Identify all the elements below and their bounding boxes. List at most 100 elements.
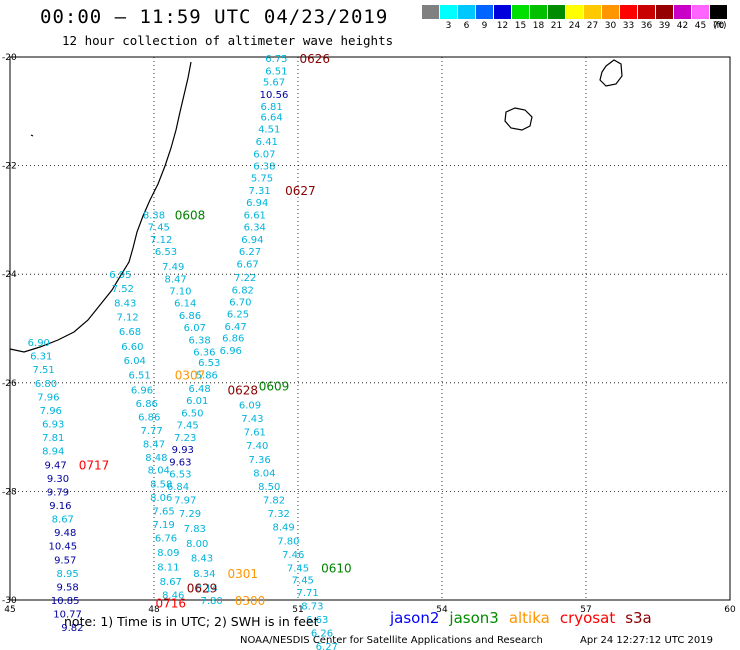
legend-label: 3: [445, 21, 452, 31]
wave-height-value: 7.43: [241, 414, 263, 425]
wave-height-value: 6.04: [124, 356, 146, 367]
legend-label: 12: [496, 21, 509, 31]
wave-height-value: 7.83: [184, 524, 206, 535]
wave-height-value: 8.38: [143, 210, 165, 221]
wave-height-value: 8.67: [52, 515, 74, 526]
madagascar-coastline: [9, 61, 192, 353]
wave-height-value: 6.36: [193, 347, 215, 358]
wave-height-value: 8.00: [186, 539, 208, 550]
wave-height-value: 6.86: [179, 311, 201, 322]
wave-height-value: 8.47: [143, 440, 165, 451]
pass-time-label: 0609: [259, 380, 290, 394]
wave-height-value: 6.31: [30, 352, 52, 363]
legend-swatch: [620, 5, 637, 19]
pass-time-labels: 0626 0627 0608 0307 0628 0609 0717 0610 0301 0629…: [79, 52, 352, 611]
legend-swatch: [512, 5, 529, 19]
wave-height-value: 6.94: [246, 198, 268, 209]
wave-height-value: 7.22: [234, 273, 256, 284]
wave-height-value: 7.71: [296, 588, 318, 599]
wave-height-value: 6.27: [239, 247, 261, 258]
legend-swatch: [440, 5, 457, 19]
wave-height-value: 7.32: [268, 509, 290, 520]
wave-height-value: 7.45: [176, 421, 198, 432]
axis-ticks: 45 48 51 54 57 60 -20 -22 -24 -26 -28 -30: [2, 53, 736, 615]
wave-height-value: 7.80: [277, 536, 299, 547]
legend-label: 6: [463, 21, 470, 31]
legend-swatch: [656, 5, 673, 19]
pass-time-label: 0717: [79, 458, 110, 472]
wave-height-value: 7.45: [292, 575, 314, 586]
wave-height-value: 8.43: [114, 298, 136, 309]
wave-height-value: 6.86: [222, 334, 244, 345]
wave-height-value: 6.64: [260, 113, 282, 124]
wave-height-value: 6.86: [136, 399, 158, 410]
wave-height-value: 6.61: [244, 210, 266, 221]
legend-label: 39: [658, 21, 671, 31]
wave-height-value: 6.84: [167, 482, 189, 493]
wave-height-value: 8.06: [150, 493, 172, 504]
wave-height-value: 8.11: [157, 562, 179, 573]
wave-height-legend: 3 6 9 12 15 18 21 24 27 30 33 36 39 42 45 70 (ft): [422, 5, 728, 35]
wave-height-value: 6.96: [220, 346, 242, 357]
wave-height-value: 6.38: [188, 335, 210, 346]
wave-height-value: 6.82: [232, 285, 254, 296]
wave-height-value: 7.80: [200, 596, 222, 607]
legend-label: 9: [481, 21, 488, 31]
lat-tick-label: -20: [2, 53, 17, 63]
wave-height-value: 4.51: [258, 125, 280, 136]
wave-height-value: 9.79: [47, 487, 69, 498]
wave-height-value: 8.49: [272, 523, 294, 534]
lon-tick-label: 45: [4, 605, 15, 615]
legend-label: 70: [712, 21, 725, 31]
wave-height-value: 8.04: [148, 466, 170, 477]
wave-height-value: 9.47: [44, 460, 66, 471]
wave-height-value: 8.34: [193, 569, 215, 580]
wave-height-value: 7.96: [37, 392, 59, 403]
legend-unit: (ft): [713, 21, 727, 31]
wave-height-value: 6.07: [184, 323, 206, 334]
wave-height-value: 8.48: [145, 453, 167, 464]
legend-label: 33: [622, 21, 635, 31]
legend-swatch: [530, 5, 547, 19]
wave-height-value: 8.46: [162, 591, 184, 602]
reunion-island: [504, 107, 533, 131]
wave-height-value: 10.77: [53, 610, 82, 621]
pass-time-label: 0626: [300, 52, 331, 66]
legend-swatch: [566, 5, 583, 19]
legend-swatch: [422, 5, 439, 19]
pass-time-label: 0307: [175, 369, 206, 383]
wave-height-value: 8.47: [164, 275, 186, 286]
wave-height-value: 9.82: [61, 623, 83, 634]
wave-height-value: 8.73: [301, 601, 323, 612]
wave-height-value: 6.25: [227, 309, 249, 320]
wave-height-value: 6.75: [265, 54, 287, 65]
wave-height-value: 6.93: [42, 420, 64, 431]
wave-height-value: 8.58: [150, 479, 172, 490]
wave-height-value: 7.45: [287, 563, 309, 574]
legend-label: 24: [568, 21, 581, 31]
wave-height-value: 7.97: [174, 496, 196, 507]
pass-time-label: 0716: [156, 597, 187, 611]
wave-height-value: 9.93: [172, 445, 194, 456]
wave-height-value: 6.41: [256, 137, 278, 148]
lon-tick-label: 54: [436, 605, 448, 615]
wave-height-value: 6.68: [119, 327, 141, 338]
wave-height-value: 6.67: [236, 259, 258, 270]
islet: [30, 134, 34, 137]
wave-height-value: 9.58: [56, 582, 78, 593]
mauritius-island: [599, 59, 623, 87]
map-subtitle: 12 hour collection of altimeter wave hei…: [62, 33, 394, 48]
wave-height-value: 9.48: [54, 528, 76, 539]
wave-height-value: 6.51: [128, 371, 150, 382]
wave-height-value: 7.61: [244, 428, 266, 439]
wave-height-value: 5.86: [196, 371, 218, 382]
wave-height-value: 7.81: [42, 433, 64, 444]
credit-text: NOAA/NESDIS Center for Satellite Applica…: [240, 635, 543, 646]
wave-height-value: 7.10: [169, 286, 191, 297]
lat-tick-label: -28: [2, 487, 17, 497]
legend-swatch: [692, 5, 709, 19]
legend-swatch: [548, 5, 565, 19]
wave-height-value: 6.80: [35, 379, 57, 390]
pass-time-label: 0629: [187, 582, 218, 596]
wave-height-value: 8.04: [253, 468, 275, 479]
